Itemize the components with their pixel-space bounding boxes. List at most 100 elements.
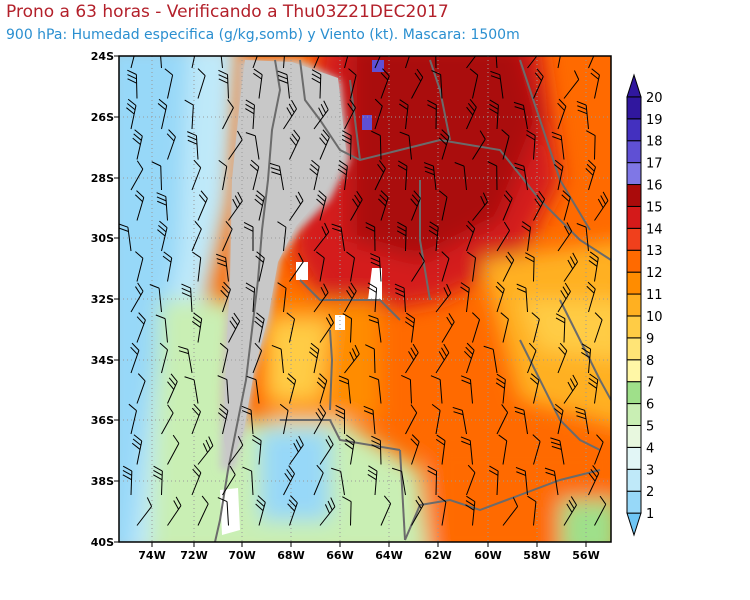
colorbar-label: 14 <box>646 222 663 237</box>
wind-barb <box>590 68 600 99</box>
wind-barb <box>502 251 515 282</box>
wind-barb <box>472 130 486 160</box>
colorbar-label: 2 <box>646 485 654 500</box>
wind-barb <box>181 283 193 313</box>
wind-barb <box>431 403 441 435</box>
colorbar-segment <box>626 140 642 164</box>
wind-barb <box>252 342 263 374</box>
wind-barb <box>217 497 229 526</box>
colorbar-label: 18 <box>646 135 663 150</box>
wind-barb <box>219 342 229 374</box>
wind-barb <box>191 403 201 435</box>
wind-barb <box>380 68 390 99</box>
wind-barb <box>410 434 420 465</box>
wind-barb <box>122 465 133 496</box>
colorbar-segment <box>626 381 642 405</box>
wind-barb <box>313 464 324 496</box>
wind-barb <box>153 465 163 496</box>
wind-barb <box>335 405 346 435</box>
wind-barb <box>149 284 162 313</box>
wind-barb <box>246 375 260 404</box>
colorbar-segment <box>626 227 642 251</box>
colorbar-segment <box>626 184 642 207</box>
colorbar-max-arrow <box>626 73 642 98</box>
wind-barb <box>286 312 296 343</box>
wind-barb <box>411 252 425 282</box>
wind-barb <box>342 313 353 343</box>
wind-barb <box>367 282 378 313</box>
wind-barb <box>222 220 233 252</box>
colorbar-segment <box>626 96 642 120</box>
wind-barb <box>410 190 421 221</box>
wind-barb <box>533 68 544 99</box>
colorbar-label: 10 <box>646 310 663 325</box>
wind-barb <box>532 434 541 465</box>
colorbar-label: 7 <box>646 376 654 391</box>
wind-barb <box>245 132 260 160</box>
wind-barb <box>502 497 519 526</box>
colorbar-segment <box>626 162 642 186</box>
wind-barb <box>271 345 284 374</box>
wind-barb <box>184 376 199 404</box>
wind-barb <box>435 283 452 313</box>
colorbar-label: 8 <box>646 354 654 369</box>
wind-barb <box>313 222 330 252</box>
wind-barb <box>397 160 408 191</box>
wind-barb <box>342 496 352 526</box>
colorbar-segment <box>626 446 642 470</box>
lon-label: 56W <box>572 549 599 562</box>
colorbar-segment <box>626 468 642 492</box>
wind-barb <box>316 190 327 221</box>
wind-barb <box>130 160 144 191</box>
colorbar-segment <box>626 271 642 295</box>
wind-barb <box>430 375 443 404</box>
wind-barb <box>588 56 595 69</box>
wind-barb <box>526 129 536 160</box>
wind-barb <box>466 99 477 130</box>
wind-barb <box>527 56 538 69</box>
wind-barb <box>162 251 173 282</box>
wind-barb <box>191 312 203 343</box>
wind-barb <box>594 495 607 526</box>
wind-barb <box>346 251 355 282</box>
wind-barb <box>217 375 229 404</box>
wind-barb <box>156 192 168 221</box>
wind-barb <box>220 281 231 313</box>
wind-barb <box>435 434 446 465</box>
colorbar-segment <box>626 293 642 317</box>
wind-barb <box>454 162 467 191</box>
wind-barb <box>586 130 596 160</box>
lon-label: 66W <box>326 549 353 562</box>
wind-barb <box>228 436 244 465</box>
wind-barb <box>516 283 528 313</box>
wind-barb <box>588 465 600 496</box>
wind-barb <box>469 68 479 99</box>
wind-barb <box>218 159 228 191</box>
wind-barb <box>466 220 476 252</box>
wind-barb <box>344 282 357 313</box>
wind-barb <box>136 312 146 343</box>
wind-barb <box>471 312 481 343</box>
colorbar-label: 15 <box>646 200 663 215</box>
colorbar-label: 20 <box>646 91 663 106</box>
wind-barb <box>411 496 424 526</box>
colorbar-label: 16 <box>646 179 663 194</box>
wind-barb <box>222 465 236 496</box>
lat-label: 36S <box>91 414 114 427</box>
wind-barb <box>437 495 447 526</box>
wind-barb <box>348 68 357 99</box>
wind-barb <box>283 465 295 496</box>
wind-barb <box>594 434 604 465</box>
wind-barb <box>586 281 596 313</box>
wind-barb <box>391 467 406 496</box>
wind-barb <box>119 223 132 252</box>
wind-barb <box>313 283 329 313</box>
lon-label: 60W <box>474 549 501 562</box>
wind-barb <box>576 223 589 252</box>
wind-barb <box>319 129 330 160</box>
lon-label: 70W <box>228 549 255 562</box>
wind-barb <box>319 497 336 526</box>
wind-barb <box>513 101 528 130</box>
lon-label: 64W <box>375 549 402 562</box>
